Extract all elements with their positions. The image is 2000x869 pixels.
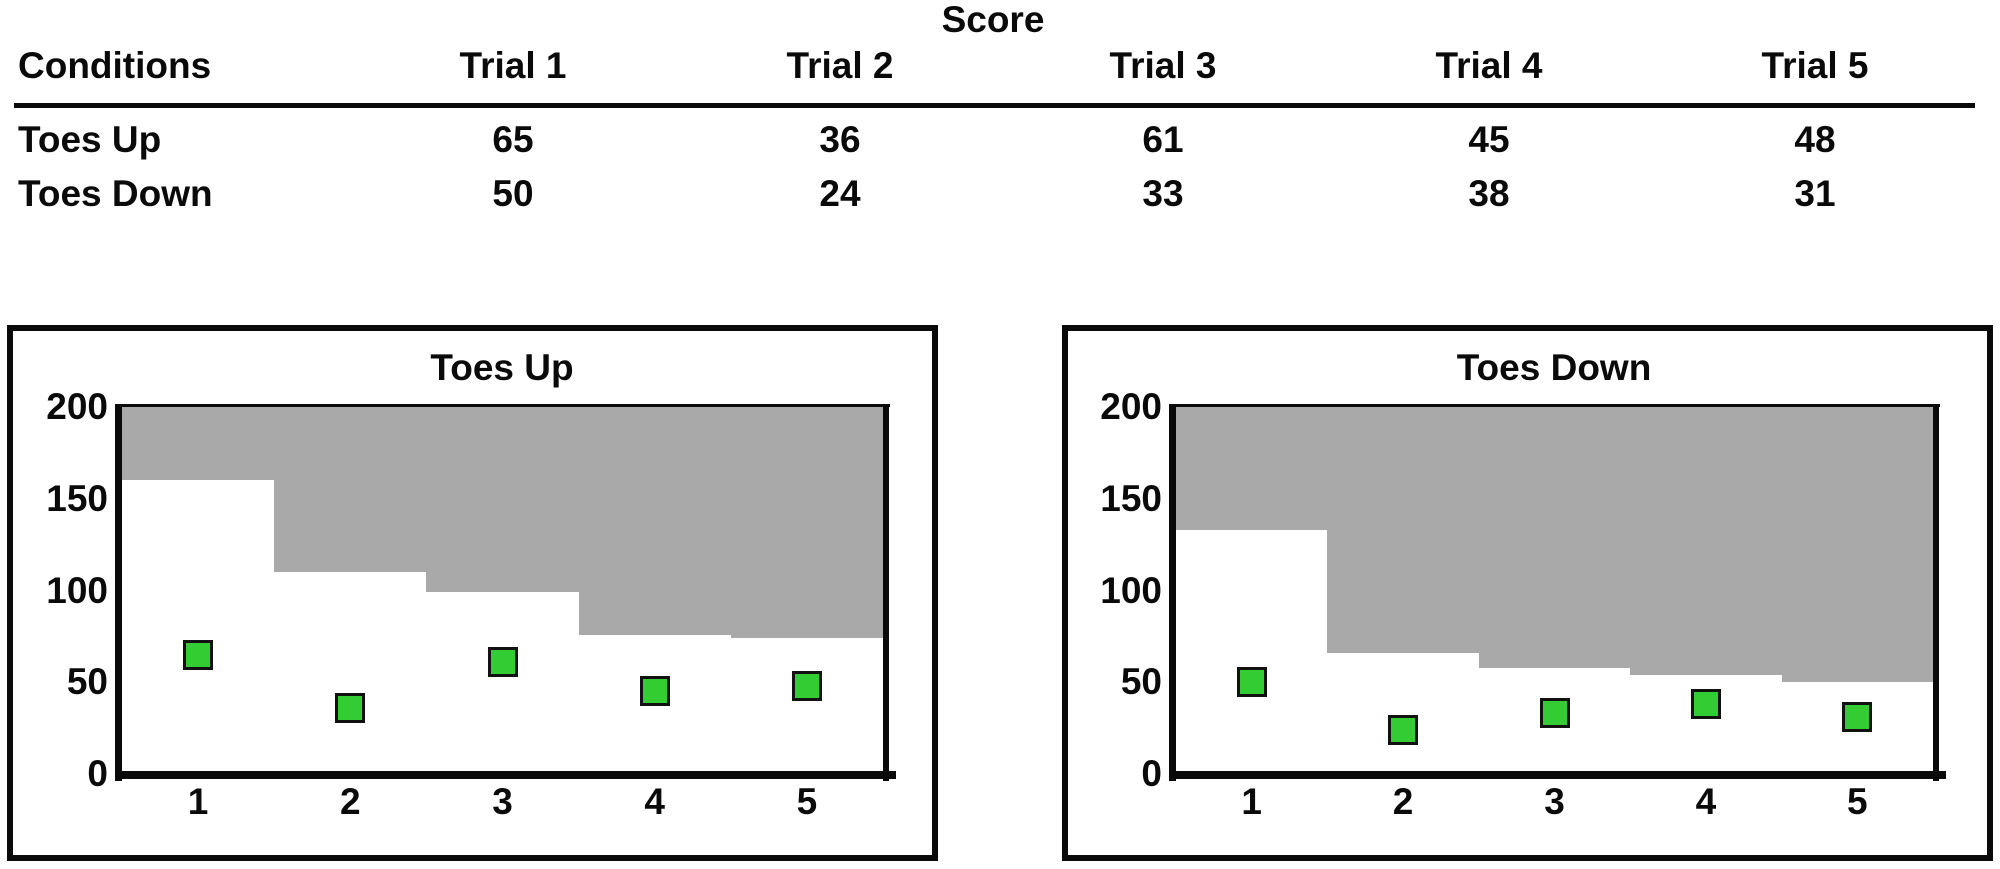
y-axis-spine <box>115 404 122 781</box>
data-marker <box>1539 698 1570 729</box>
x-tick-label: 1 <box>187 781 209 822</box>
cell-toes-up-trial-2: 36 <box>819 119 861 160</box>
row-label-toes-down: Toes Down <box>18 173 213 214</box>
x-axis-line <box>1169 771 1946 779</box>
x-tick-label: 4 <box>1695 781 1717 822</box>
data-marker <box>1690 689 1721 720</box>
table-header-rule <box>14 103 1975 108</box>
x-tick-label: 1 <box>1241 781 1262 822</box>
x-axis-line <box>115 771 896 779</box>
col-header-trial-5: Trial 5 <box>1761 45 1869 86</box>
cell-toes-down-trial-3: 33 <box>1142 173 1184 214</box>
col-header-trial-4: Trial 4 <box>1435 45 1543 86</box>
col-header-trial-2: Trial 2 <box>786 45 894 86</box>
conditions-header: Conditions <box>18 45 212 86</box>
right-spine <box>883 404 889 781</box>
cell-toes-up-trial-3: 61 <box>1142 119 1184 160</box>
data-marker <box>335 692 366 723</box>
cell-toes-up-trial-1: 65 <box>492 119 534 160</box>
data-marker <box>791 670 822 701</box>
y-tick-label: 50 <box>66 661 108 703</box>
ceiling-region-trial-1 <box>1176 407 1329 530</box>
y-tick-label: 200 <box>1100 386 1162 427</box>
cell-toes-down-trial-4: 38 <box>1468 173 1510 214</box>
y-tick-label: 50 <box>1120 661 1162 703</box>
ceiling-region-trial-1 <box>122 407 276 481</box>
x-tick-label: 5 <box>796 781 818 822</box>
y-axis-spine <box>1169 404 1176 781</box>
y-tick-label: 200 <box>46 386 108 427</box>
data-marker <box>1842 702 1873 733</box>
ceiling-region-trial-2 <box>274 407 428 573</box>
table-title: Score <box>941 0 1045 40</box>
x-tick-label: 2 <box>1392 781 1414 822</box>
cell-toes-down-trial-1: 50 <box>492 173 534 214</box>
x-tick-label: 4 <box>644 781 665 822</box>
plot-top-border <box>115 404 890 407</box>
y-tick-label: 0 <box>1141 753 1162 794</box>
x-tick-label: 3 <box>492 781 513 822</box>
cell-toes-up-trial-5: 48 <box>1794 119 1836 160</box>
ceiling-region-trial-2 <box>1327 407 1480 653</box>
toes-up-chart-title: Toes Up <box>430 347 574 388</box>
right-spine <box>1933 404 1939 781</box>
data-marker <box>639 676 670 707</box>
plot-top-border <box>1169 404 1940 407</box>
data-marker <box>1388 714 1419 745</box>
y-tick-label: 150 <box>1100 477 1162 519</box>
y-tick-label: 150 <box>46 477 108 519</box>
y-tick-label: 100 <box>46 569 108 611</box>
ceiling-region-trial-5 <box>730 407 884 639</box>
x-tick-label: 3 <box>1544 781 1565 822</box>
ceiling-region-trial-4 <box>578 407 732 635</box>
data-marker <box>1236 667 1267 698</box>
ceiling-region-trial-5 <box>1781 407 1934 683</box>
toes-down-chart-title: Toes Down <box>1456 347 1652 388</box>
data-marker <box>183 639 214 670</box>
ceiling-region-trial-3 <box>426 407 580 593</box>
ceiling-region-trial-4 <box>1630 407 1783 675</box>
col-header-trial-1: Trial 1 <box>459 45 567 86</box>
x-tick-label: 2 <box>340 781 361 822</box>
cell-toes-down-trial-5: 31 <box>1794 173 1836 214</box>
x-tick-label: 5 <box>1847 781 1868 822</box>
y-tick-label: 100 <box>1100 569 1162 611</box>
col-header-trial-3: Trial 3 <box>1109 45 1217 86</box>
ceiling-region-trial-3 <box>1478 407 1632 668</box>
row-label-toes-up: Toes Up <box>18 119 162 160</box>
cell-toes-down-trial-2: 24 <box>819 173 861 214</box>
data-marker <box>487 647 518 678</box>
cell-toes-up-trial-4: 45 <box>1468 119 1510 160</box>
y-tick-label: 0 <box>87 753 108 794</box>
